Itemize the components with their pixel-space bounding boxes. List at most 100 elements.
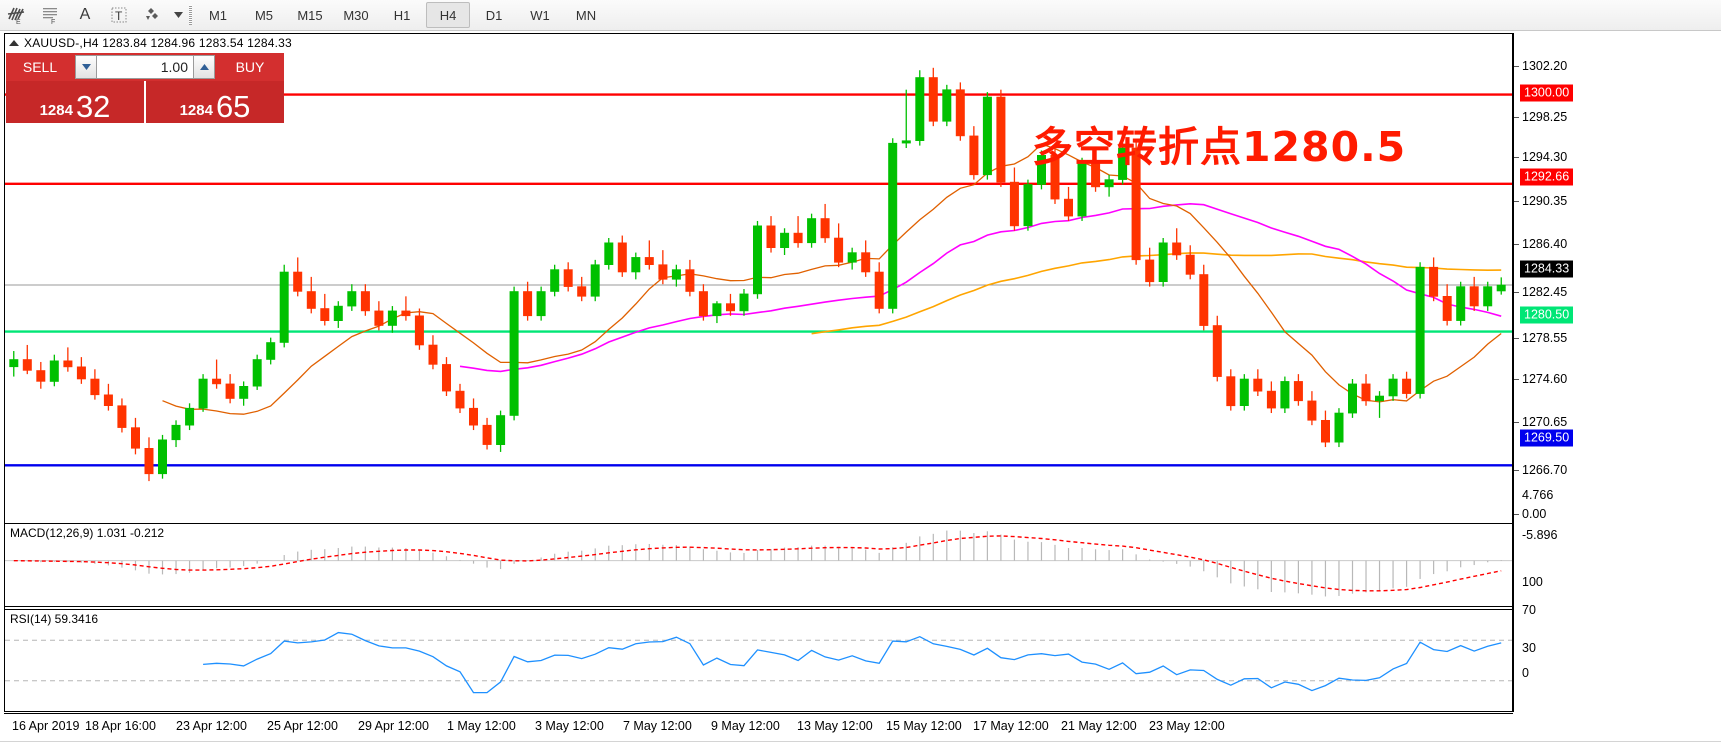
candle-body bbox=[239, 385, 249, 399]
candle-body bbox=[360, 291, 370, 312]
toolbar: E F A T bbox=[0, 0, 1721, 31]
volume-input[interactable]: 1.00 bbox=[97, 55, 193, 79]
candle-body bbox=[1293, 381, 1303, 402]
sell-button[interactable]: SELL bbox=[6, 53, 74, 81]
candle-body bbox=[1321, 419, 1331, 443]
candle-body bbox=[888, 142, 898, 309]
timeframe-h1[interactable]: H1 bbox=[393, 7, 411, 23]
window-bottom-divider bbox=[0, 741, 1721, 742]
candle-body bbox=[252, 359, 262, 387]
candle-body bbox=[996, 96, 1006, 183]
buy-button[interactable]: BUY bbox=[216, 53, 284, 81]
text-icon[interactable]: A bbox=[79, 6, 91, 23]
candle-body bbox=[49, 360, 59, 382]
time-axis[interactable]: 16 Apr 2019 18 Apr 16:00 23 Apr 12:00 25 Ap… bbox=[4, 713, 1513, 739]
candle-body bbox=[698, 291, 708, 317]
candle-body bbox=[158, 439, 168, 475]
symbol-bar: XAUUSD-,H4 1283.84 1284.96 1283.54 1284.… bbox=[5, 34, 1512, 51]
rsi-pane[interactable]: RSI(14) 59.3416 bbox=[5, 609, 1512, 712]
volume-increase-button[interactable] bbox=[193, 55, 215, 79]
candle-body bbox=[185, 407, 195, 426]
candle-body bbox=[496, 415, 506, 446]
sell-price-prefix: 1284 bbox=[39, 102, 73, 119]
time-axis-label: 1 May 12:00 bbox=[447, 719, 516, 733]
rsi-axis-label: 100 bbox=[1522, 575, 1543, 589]
buy-price-quote[interactable]: 1284 65 bbox=[144, 81, 284, 123]
candle-body bbox=[22, 359, 32, 371]
time-axis-label: 23 Apr 12:00 bbox=[176, 719, 247, 733]
timeframe-m15[interactable]: M15 bbox=[297, 7, 323, 23]
candle-body bbox=[671, 269, 681, 280]
one-click-trading-panel: SELL 1.00 BUY 1284 32 1284 65 bbox=[6, 53, 284, 123]
candle-body bbox=[928, 77, 938, 122]
price-pane[interactable] bbox=[5, 52, 1512, 520]
rsi-line bbox=[203, 631, 1502, 694]
candle-body bbox=[901, 140, 911, 144]
price-tick bbox=[1514, 338, 1519, 339]
candle-body bbox=[198, 378, 208, 409]
price-level-tag-green: 1280.50 bbox=[1520, 306, 1574, 324]
candle-body bbox=[279, 271, 289, 343]
time-axis-label: 16 Apr 2019 bbox=[12, 719, 80, 733]
candle-body bbox=[401, 310, 411, 317]
candle-body bbox=[834, 237, 844, 263]
time-axis-label: 17 May 12:00 bbox=[973, 719, 1049, 733]
price-tick bbox=[1514, 117, 1519, 118]
candle-body bbox=[1009, 181, 1019, 227]
candle-body bbox=[725, 303, 735, 312]
macd-canvas bbox=[5, 530, 1512, 597]
timeframe-w1[interactable]: W1 bbox=[530, 7, 550, 23]
candle-body bbox=[212, 378, 222, 385]
price-scale[interactable]: 1302.20 1300.00 1298.25 1294.30 1292.66 1290.… bbox=[1513, 33, 1721, 712]
sell-price-quote[interactable]: 1284 32 bbox=[6, 81, 144, 123]
price-tick bbox=[1514, 379, 1519, 380]
timeframe-m1[interactable]: M1 bbox=[208, 7, 228, 23]
candle-body bbox=[131, 427, 141, 449]
candle-body bbox=[225, 383, 235, 399]
timeframe-m5[interactable]: M5 bbox=[254, 7, 274, 23]
grid-icon[interactable]: F bbox=[34, 1, 68, 29]
candle-body bbox=[752, 225, 762, 295]
price-label: 1278.55 bbox=[1522, 331, 1568, 345]
candle-body bbox=[712, 303, 722, 317]
timeframe-h4[interactable]: H4 bbox=[426, 2, 470, 28]
sell-price-suffix: 32 bbox=[75, 89, 111, 125]
price-tick bbox=[1514, 157, 1519, 158]
candle-body bbox=[631, 257, 641, 273]
candle-body bbox=[482, 424, 492, 445]
objects-dropdown-caret-icon[interactable] bbox=[170, 1, 186, 29]
timeframe-mn[interactable]: MN bbox=[575, 7, 597, 23]
candle-body bbox=[468, 407, 478, 426]
timeframe-d1[interactable]: D1 bbox=[485, 7, 503, 23]
candle-body bbox=[333, 305, 343, 322]
candle-body bbox=[103, 394, 113, 406]
time-axis-label: 23 May 12:00 bbox=[1149, 719, 1225, 733]
timeframe-m30[interactable]: M30 bbox=[343, 7, 369, 23]
collapse-triangle-icon[interactable] bbox=[9, 39, 19, 46]
indicators-icon[interactable]: E bbox=[0, 1, 34, 29]
candle-body bbox=[550, 269, 560, 292]
candle-body bbox=[455, 390, 465, 409]
volume-decrease-button[interactable] bbox=[75, 55, 97, 79]
candle-body bbox=[1172, 242, 1182, 256]
moving-average-line bbox=[459, 202, 1502, 373]
objects-icon[interactable] bbox=[136, 1, 170, 29]
candle-body bbox=[1402, 378, 1412, 394]
candle-body bbox=[1185, 254, 1195, 275]
candle-body bbox=[9, 359, 19, 368]
price-scale-divider bbox=[1513, 33, 1514, 712]
candle-body bbox=[1388, 378, 1398, 397]
price-tick bbox=[1514, 244, 1519, 245]
macd-pane[interactable]: MACD(12,26,9) 1.031 -0.212 bbox=[5, 523, 1512, 607]
text-label-icon[interactable]: T bbox=[102, 1, 136, 29]
moving-average-line bbox=[811, 252, 1502, 335]
time-axis-label: 7 May 12:00 bbox=[623, 719, 692, 733]
candle-body bbox=[1077, 162, 1087, 217]
candle-body bbox=[780, 232, 790, 249]
candle-body bbox=[793, 232, 803, 244]
price-level-tag-red: 1292.66 bbox=[1520, 168, 1574, 186]
svg-text:E: E bbox=[16, 19, 21, 26]
price-label: 1266.70 bbox=[1522, 463, 1568, 477]
time-axis-label: 18 Apr 16:00 bbox=[85, 719, 156, 733]
time-axis-label: 21 May 12:00 bbox=[1061, 719, 1137, 733]
